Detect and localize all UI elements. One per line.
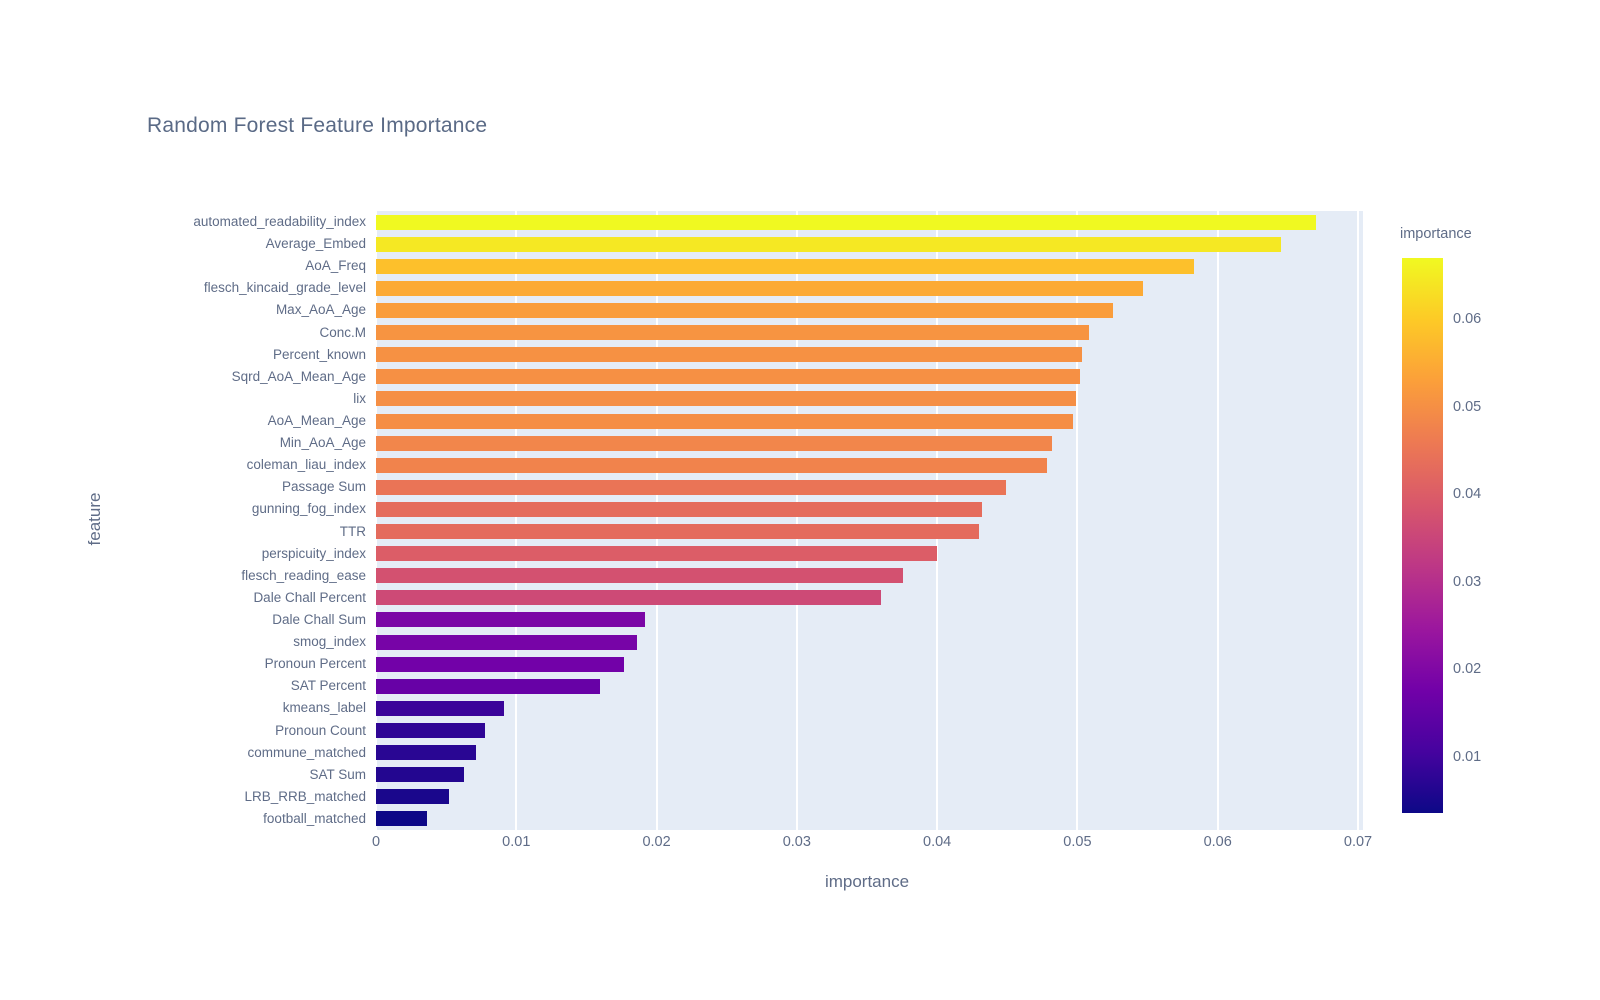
gridline [795, 211, 798, 830]
y-tick-label: Sqrd_AoA_Mean_Age [231, 368, 366, 384]
x-axis-title: importance [824, 872, 910, 891]
y-tick-label: Pronoun Count [275, 722, 366, 738]
y-tick-label: Max_AoA_Age [275, 302, 366, 318]
y-tick-label: Passage Sum [281, 479, 366, 495]
colorbar-tick-label: 0.05 [1453, 398, 1482, 415]
bar-passage-sum[interactable] [376, 479, 1006, 495]
y-tick-label: football_matched [263, 810, 366, 826]
y-tick-label: flesch_kincaid_grade_level [203, 280, 366, 296]
gridline [1216, 211, 1219, 830]
chart-title: Random Forest Feature Importance [147, 114, 488, 137]
colorbar-tick-label: 0.01 [1453, 748, 1482, 765]
x-tick-label: 0.02 [642, 834, 671, 850]
colorbar-tick-label: 0.02 [1453, 661, 1482, 678]
bar-pronoun-count[interactable] [376, 723, 486, 739]
bar-coleman-liau-index[interactable] [376, 457, 1047, 473]
colorbar [1402, 258, 1443, 813]
gridline [375, 211, 377, 830]
x-tick-label: 0.04 [923, 834, 952, 850]
bar-sqrd-aoa-mean-age[interactable] [376, 369, 1081, 385]
gridline [515, 211, 518, 830]
x-tick-label: 0.01 [502, 834, 531, 850]
y-tick-label: TTR [339, 523, 366, 539]
colorbar-title: importance [1400, 226, 1472, 242]
bar-flesch-reading-ease[interactable] [376, 568, 904, 584]
y-tick-label: coleman_liau_index [246, 457, 366, 473]
y-tick-label: LRB_RRB_matched [244, 788, 366, 804]
y-tick-label: lix [353, 390, 366, 406]
bar-min-aoa-age[interactable] [376, 435, 1053, 451]
colorbar-tick-label: 0.06 [1453, 311, 1482, 328]
bar-sat-sum[interactable] [376, 767, 465, 783]
y-tick-label: perspicuity_index [261, 545, 366, 561]
x-tick-label: 0.07 [1343, 834, 1373, 850]
y-tick-label: Average_Embed [265, 236, 366, 252]
gridline [1076, 211, 1079, 830]
y-axis-title: feature [85, 492, 104, 546]
bar-max-aoa-age[interactable] [376, 302, 1113, 318]
colorbar-tick-label: 0.04 [1453, 486, 1482, 503]
plot-area [375, 211, 1363, 830]
y-tick-label: Pronoun Percent [264, 656, 366, 672]
x-tick-label: 0.03 [782, 834, 811, 850]
y-tick-label: SAT Sum [309, 766, 366, 782]
bar-lrb-rrb-matched[interactable] [376, 789, 449, 805]
bar-dale-chall-sum[interactable] [376, 612, 646, 628]
colorbar-tick-label: 0.03 [1453, 573, 1482, 590]
bar-football-matched[interactable] [376, 811, 427, 827]
y-tick-label: AoA_Freq [305, 258, 366, 274]
y-tick-label: kmeans_label [282, 700, 366, 716]
bar-pronoun-percent[interactable] [376, 656, 625, 672]
bar-perspicuity-index[interactable] [376, 546, 938, 562]
bar-automated-readability-index[interactable] [376, 214, 1316, 230]
y-tick-label: Min_AoA_Age [279, 435, 366, 451]
y-tick-label: Percent_known [272, 346, 366, 362]
bar-kmeans-label[interactable] [376, 700, 504, 716]
gridline [1357, 211, 1359, 830]
y-tick-label: commune_matched [247, 744, 366, 760]
y-tick-label: smog_index [293, 634, 366, 650]
y-tick-label: gunning_fog_index [251, 501, 366, 517]
y-tick-label: Dale Chall Percent [253, 589, 366, 605]
bar-commune-matched[interactable] [376, 745, 476, 761]
bar-percent-known[interactable] [376, 347, 1082, 363]
bar-lix[interactable] [376, 391, 1077, 407]
y-tick-label: flesch_reading_ease [241, 567, 366, 583]
bar-sat-percent[interactable] [376, 678, 601, 694]
bar-aoa-mean-age[interactable] [376, 413, 1074, 429]
bar-aoa-freq[interactable] [376, 258, 1194, 274]
gridline [655, 211, 658, 830]
y-tick-label: Dale Chall Sum [272, 611, 366, 627]
bar-dale-chall-percent[interactable] [376, 590, 882, 606]
x-tick-label: 0.05 [1063, 834, 1092, 850]
x-tick-label: 0 [371, 834, 381, 850]
y-tick-label: automated_readability_index [193, 214, 366, 230]
bar-flesch-kincaid-grade-level[interactable] [376, 280, 1144, 296]
y-tick-label: Conc.M [319, 324, 366, 340]
gridline [936, 211, 939, 830]
x-tick-label: 0.06 [1203, 834, 1232, 850]
bar-gunning-fog-index[interactable] [376, 501, 983, 517]
y-tick-label: AoA_Mean_Age [267, 413, 366, 429]
bar-average-embed[interactable] [376, 236, 1281, 252]
bar-ttr[interactable] [376, 524, 980, 540]
bar-conc-m[interactable] [376, 325, 1089, 341]
bar-smog-index[interactable] [376, 634, 637, 650]
y-tick-label: SAT Percent [290, 678, 366, 694]
